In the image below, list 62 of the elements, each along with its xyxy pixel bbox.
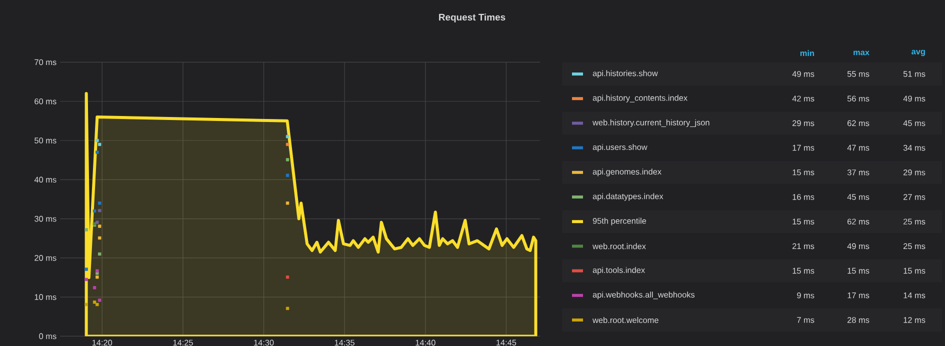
text: max [854, 50, 870, 56]
x-tick-label: 14:35 [334, 340, 354, 346]
text: 16 ms [792, 194, 814, 200]
y-tick-label: 0 ms [39, 333, 56, 340]
x-tick-label: 14:40 [416, 340, 436, 346]
text: 15 ms [792, 218, 814, 224]
text: 45 ms [847, 194, 870, 200]
text: 17 ms [792, 144, 814, 151]
legend-label: web.root.welcome [592, 316, 658, 324]
text: 29 ms [792, 120, 814, 126]
y-tick-label: 10 ms [34, 294, 56, 300]
legend-label: api.history_contents.index [592, 94, 688, 102]
text: 51 ms [903, 71, 926, 77]
legend-label: web.history.current_history_json [592, 119, 710, 128]
x-tick-label: 14:20 [92, 340, 112, 346]
legend-label: api.datatypes.index [592, 193, 664, 201]
text: 21 ms [792, 243, 814, 250]
text: 12 ms [904, 317, 926, 323]
text: 49 ms [847, 243, 870, 250]
legend-label: api.genomes.index [592, 168, 662, 176]
legend-label: api.tools.index [592, 266, 645, 275]
text: avg [912, 50, 925, 56]
text: 15 ms [904, 268, 926, 274]
legend-label: api.users.show [592, 144, 648, 152]
x-tick-label: 14:45 [496, 340, 516, 346]
text: 15 ms [792, 268, 814, 274]
text: 56 ms [847, 96, 870, 102]
text: 55 ms [847, 71, 870, 77]
legend-label: 95th percentile [592, 218, 646, 226]
y-tick-label: 50 ms [34, 138, 56, 144]
text: 28 ms [848, 317, 870, 323]
text: 49 ms [792, 71, 814, 77]
text: 14 ms [904, 292, 926, 298]
text: 47 ms [847, 144, 870, 151]
text: 29 ms [904, 169, 926, 176]
legend-label: api.webhooks.all_webhooks [592, 292, 695, 300]
text: 7 ms [797, 317, 814, 323]
text: 15 ms [792, 170, 814, 176]
text: 17 ms [848, 292, 870, 298]
text: 25 ms [904, 218, 926, 225]
text: 45 ms [903, 120, 926, 126]
y-tick-label: 30 ms [34, 216, 56, 222]
text: 15 ms [848, 268, 870, 274]
x-tick-label: 14:25 [173, 340, 193, 346]
y-tick-label: 70 ms [34, 59, 56, 66]
text: 62 ms [848, 218, 870, 225]
y-tick-label: 20 ms [34, 255, 56, 261]
y-tick-label: 40 ms [34, 176, 56, 183]
text: 37 ms [847, 169, 870, 176]
text: 34 ms [903, 144, 926, 151]
text: min [800, 50, 814, 56]
text: 27 ms [904, 194, 926, 200]
chart-title: Request Times [439, 14, 506, 22]
legend-label: api.histories.show [592, 70, 658, 78]
y-tick-label: 60 ms [34, 98, 56, 104]
text: 9 ms [797, 292, 814, 298]
text: 25 ms [904, 243, 926, 250]
x-tick-label: 14:30 [254, 340, 274, 346]
legend-label: web.root.index [592, 243, 646, 250]
text: 62 ms [848, 120, 870, 126]
text: 42 ms [792, 96, 814, 102]
text: 49 ms [903, 96, 926, 102]
